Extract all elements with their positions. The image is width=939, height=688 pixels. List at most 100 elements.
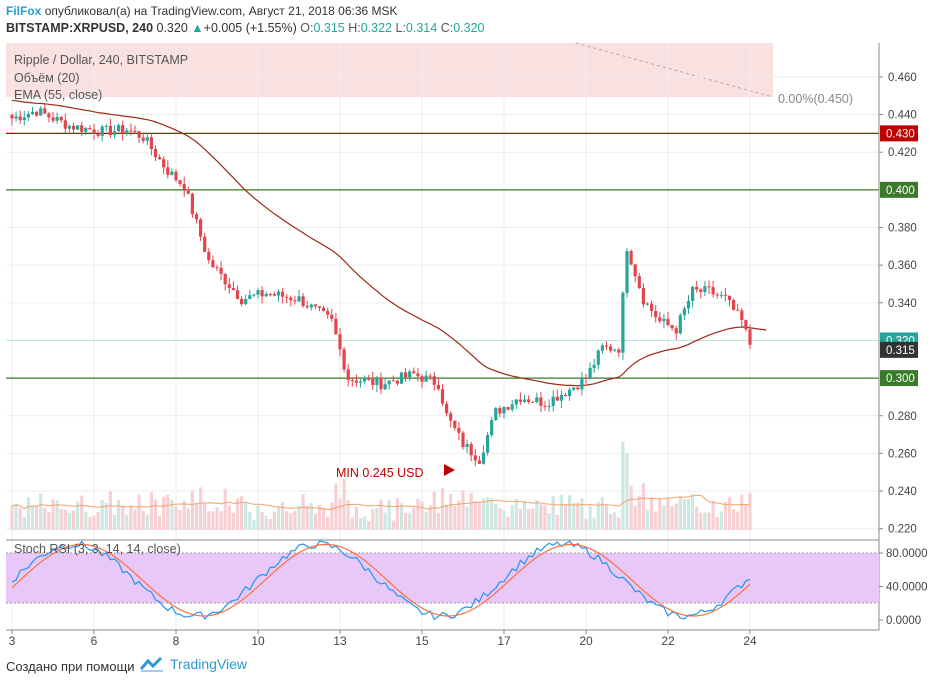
volume-bar [358, 518, 363, 530]
candle-body [383, 384, 387, 390]
volume-bar [732, 509, 736, 530]
volume-bar [588, 505, 592, 530]
candle-body [199, 219, 203, 237]
volume-bar [84, 512, 88, 530]
candle-body [35, 111, 39, 116]
volume-bar [506, 516, 510, 530]
volume-bar [375, 508, 379, 530]
volume-bar [285, 511, 289, 530]
volume-bar [412, 507, 416, 530]
candle-body [555, 396, 559, 401]
volume-bar [235, 498, 240, 530]
volume-bar [445, 504, 449, 530]
candle-body [629, 251, 633, 265]
volume-bar [260, 512, 264, 530]
volume-bar [535, 500, 539, 530]
volume-bar [432, 491, 436, 530]
candle-body [522, 399, 527, 402]
candle-body [80, 125, 84, 132]
author-name[interactable]: FilFox [6, 4, 42, 18]
candle-body [744, 320, 748, 330]
up-arrow-icon: ▲ [191, 21, 204, 35]
min-arrow-icon [444, 464, 455, 476]
volume-bar [158, 516, 162, 530]
volume-bar [645, 510, 650, 530]
volume-bar [203, 503, 207, 530]
tradingview-logo-icon [140, 656, 163, 672]
candle-body [625, 251, 629, 293]
last-price: 0.320 [156, 21, 188, 35]
volume-bar [330, 502, 334, 530]
volume-bar [399, 503, 404, 530]
tradingview-link[interactable]: TradingView [140, 656, 247, 672]
volume-bar [658, 498, 662, 530]
candle-body [641, 288, 645, 305]
volume-bar [703, 512, 707, 530]
volume-bar [346, 500, 350, 530]
volume-bar [317, 505, 322, 530]
volume-bar [514, 498, 518, 530]
volume-bar [211, 511, 215, 530]
candle-body [108, 125, 112, 136]
volume-bar [584, 518, 588, 530]
fib-zone [6, 43, 773, 97]
rsi-tick-label: 40.0000 [886, 582, 928, 594]
candle-body [740, 310, 744, 321]
candle-body [588, 367, 592, 379]
candle-body [461, 432, 465, 448]
volume-bar [145, 514, 149, 530]
candle-body [465, 444, 469, 448]
volume-bar [39, 493, 43, 530]
candle-body [387, 380, 391, 385]
candle-body [723, 294, 727, 296]
volume-bar [723, 501, 727, 530]
volume-bar [641, 483, 645, 530]
candle-body [207, 251, 211, 261]
volume-bar [461, 490, 465, 530]
rsi-tick-label: 0.0000 [886, 615, 921, 627]
volume-bar [121, 505, 125, 530]
candle-body [190, 193, 194, 215]
volume-bar [18, 508, 22, 530]
candle-body [129, 130, 133, 132]
candle-body [76, 125, 80, 130]
volume-bar [551, 496, 555, 530]
close-value: 0.320 [453, 21, 485, 35]
candle-body [572, 387, 576, 390]
price-tick-label: 0.380 [888, 222, 917, 234]
volume-bar [47, 512, 51, 530]
volume-bar [440, 487, 445, 530]
volume-bar [420, 501, 424, 530]
candle-body [494, 408, 498, 421]
min-label: MIN 0.245 USD [336, 466, 424, 480]
candle-body [506, 407, 510, 410]
candle-body [112, 131, 117, 136]
open-value: 0.315 [313, 21, 345, 35]
candle-body [182, 184, 186, 191]
candle-body [473, 455, 477, 461]
volume-bar [264, 515, 268, 530]
volume-bar [55, 500, 59, 530]
volume-bar [568, 495, 572, 530]
publish-text: опубликовал(а) на TradingView.com, Авгус… [44, 4, 398, 18]
volume-bar [453, 506, 457, 530]
candle-body [235, 290, 240, 299]
volume-bar [322, 507, 326, 530]
price-tag [880, 125, 918, 142]
volume-bar [14, 503, 18, 530]
price-tick-label: 0.220 [888, 524, 917, 536]
volume-bar [313, 513, 317, 530]
tradingview-brand: TradingView [170, 656, 248, 672]
candle-body [371, 378, 375, 385]
candle-body [26, 113, 30, 118]
time-tick-label: 13 [333, 634, 347, 648]
price-tag-label: 0.300 [886, 373, 915, 385]
volume-bar [379, 499, 383, 530]
candle-body [342, 349, 346, 370]
candle-body [551, 396, 555, 407]
volume-bar [170, 499, 174, 530]
volume-bar [395, 498, 399, 530]
volume-bar [80, 495, 84, 530]
candle-body [490, 420, 494, 436]
